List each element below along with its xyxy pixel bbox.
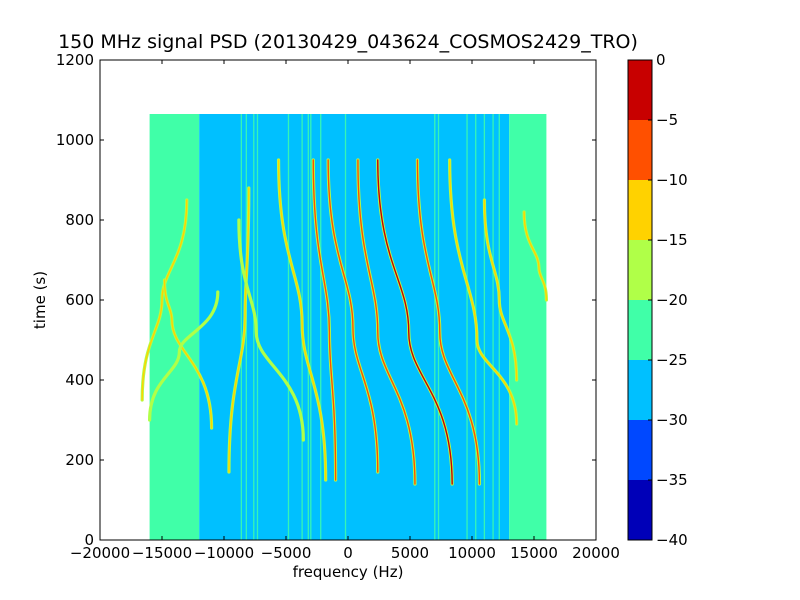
doppler-trace-11 [448,159,518,425]
x-tick-label: 0 [343,544,353,562]
colorbar-segment [628,360,652,420]
x-axis: −20000 −15000 −10000 −5000 0 5000 10000 15000 20… [70,60,620,562]
doppler-trace-8 [357,159,416,485]
heatmap-band-2 [434,114,510,540]
x-tick-label: −5000 [261,544,312,562]
doppler-trace-7 [327,159,379,473]
colorbar-segment [628,60,652,120]
x-tick-label: 5000 [391,544,429,562]
colorbar-tick-label: 0 [656,51,666,69]
doppler-trace-2 [148,291,219,421]
colorbar: −40 −35 −30 −25 −20 −15 −10 −5 0 [627,51,688,549]
y-tick-label: 400 [65,371,94,389]
colorbar-segment [628,480,652,540]
doppler-trace-13 [523,211,548,301]
y-tick-label: 0 [84,531,94,549]
colorbar-segment [628,240,652,300]
doppler-trace-6 [312,159,337,481]
y-tick-label: 1000 [56,131,94,149]
doppler-trace-9 [377,159,453,485]
heatmap-band-1 [199,114,435,540]
y-tick-label: 600 [65,291,94,309]
y-axis: 0 200 400 600 800 1000 1200 [56,51,596,549]
colorbar-tick-label: −40 [656,531,688,549]
chart-title: 150 MHz signal PSD (20130429_043624_COSM… [58,31,638,53]
doppler-trace-10 [416,159,481,485]
doppler-trace-5 [277,159,327,481]
doppler-trace-4 [238,219,305,441]
y-axis-label: time (s) [31,271,49,329]
x-axis-label: frequency (Hz) [293,563,404,581]
x-tick-label: 10000 [448,544,496,562]
y-tick-label: 200 [65,451,94,469]
heatmap [140,114,548,540]
colorbar-segment [628,420,652,480]
doppler-trace-1 [163,279,213,429]
doppler-trace-3 [228,187,250,473]
colorbar-tick-label: −5 [656,111,678,129]
x-tick-label: −15000 [132,544,192,562]
y-tick-label: 800 [65,211,94,229]
x-tick-label: −10000 [194,544,254,562]
doppler-trace-12 [483,199,518,381]
colorbar-tick-label: −25 [656,351,688,369]
colorbar-segment [628,120,652,180]
colorbar-tick-label: −20 [656,291,688,309]
x-tick-label: 20000 [572,544,620,562]
y-tick-label: 1200 [56,51,94,69]
colorbar-tick-label: −35 [656,471,688,489]
x-tick-label: 15000 [510,544,558,562]
colorbar-segment [628,180,652,240]
heatmap-band-3 [509,114,547,540]
doppler-trace-0 [141,199,188,401]
colorbar-tick-label: −10 [656,171,688,189]
colorbar-tick-label: −15 [656,231,688,249]
x-tick-label: −20000 [70,544,130,562]
colorbar-segment [628,300,652,360]
colorbar-tick-label: −30 [656,411,688,429]
